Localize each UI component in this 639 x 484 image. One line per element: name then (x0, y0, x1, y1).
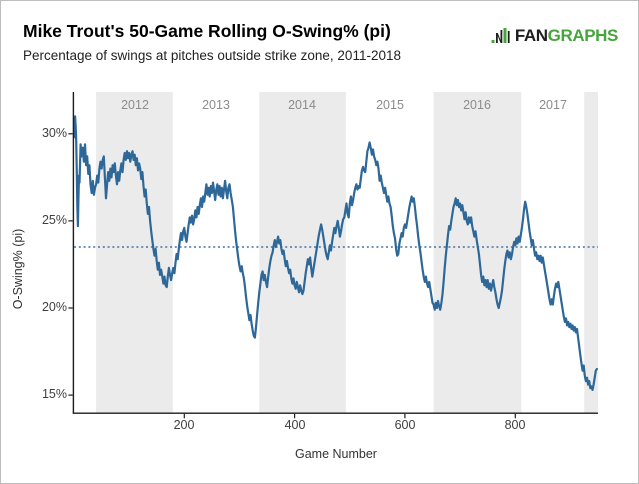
year-label-2013: 2013 (202, 98, 230, 112)
y-tick-label-15: 15% (41, 387, 67, 401)
y-tick-label-20: 20% (41, 300, 67, 314)
year-label-2012: 2012 (121, 98, 149, 112)
season-band-2012 (96, 92, 173, 413)
season-band-2014 (259, 92, 346, 413)
x-axis-title: Game Number (295, 447, 377, 461)
y-tick-label-30: 30% (41, 126, 67, 140)
y-tick-label-25: 25% (41, 213, 67, 227)
page-title: Mike Trout's 50-Game Rolling O-Swing% (p… (23, 21, 391, 41)
season-band-2018 (584, 92, 598, 413)
rolling-oswing-line (72, 115, 599, 391)
year-label-2016: 2016 (463, 98, 491, 112)
fangraphs-logo: FANGRAPHS (491, 25, 618, 46)
x-tick-label-200: 200 (173, 418, 195, 432)
x-tick-label-800: 800 (504, 418, 526, 432)
year-label-2014: 2014 (288, 98, 316, 112)
page-subtitle: Percentage of swings at pitches outside … (23, 48, 401, 63)
y-axis-title: O-Swing% (pi) (11, 228, 25, 310)
x-tick-label-600: 600 (394, 418, 416, 432)
logo-text-fan: FAN (514, 25, 548, 45)
year-label-2015: 2015 (376, 98, 404, 112)
year-label-2017: 2017 (539, 98, 567, 112)
x-tick-label-400: 400 (284, 418, 306, 432)
fangraphs-logo-icon (491, 28, 510, 43)
logo-text-graphs: GRAPHS (547, 25, 619, 45)
